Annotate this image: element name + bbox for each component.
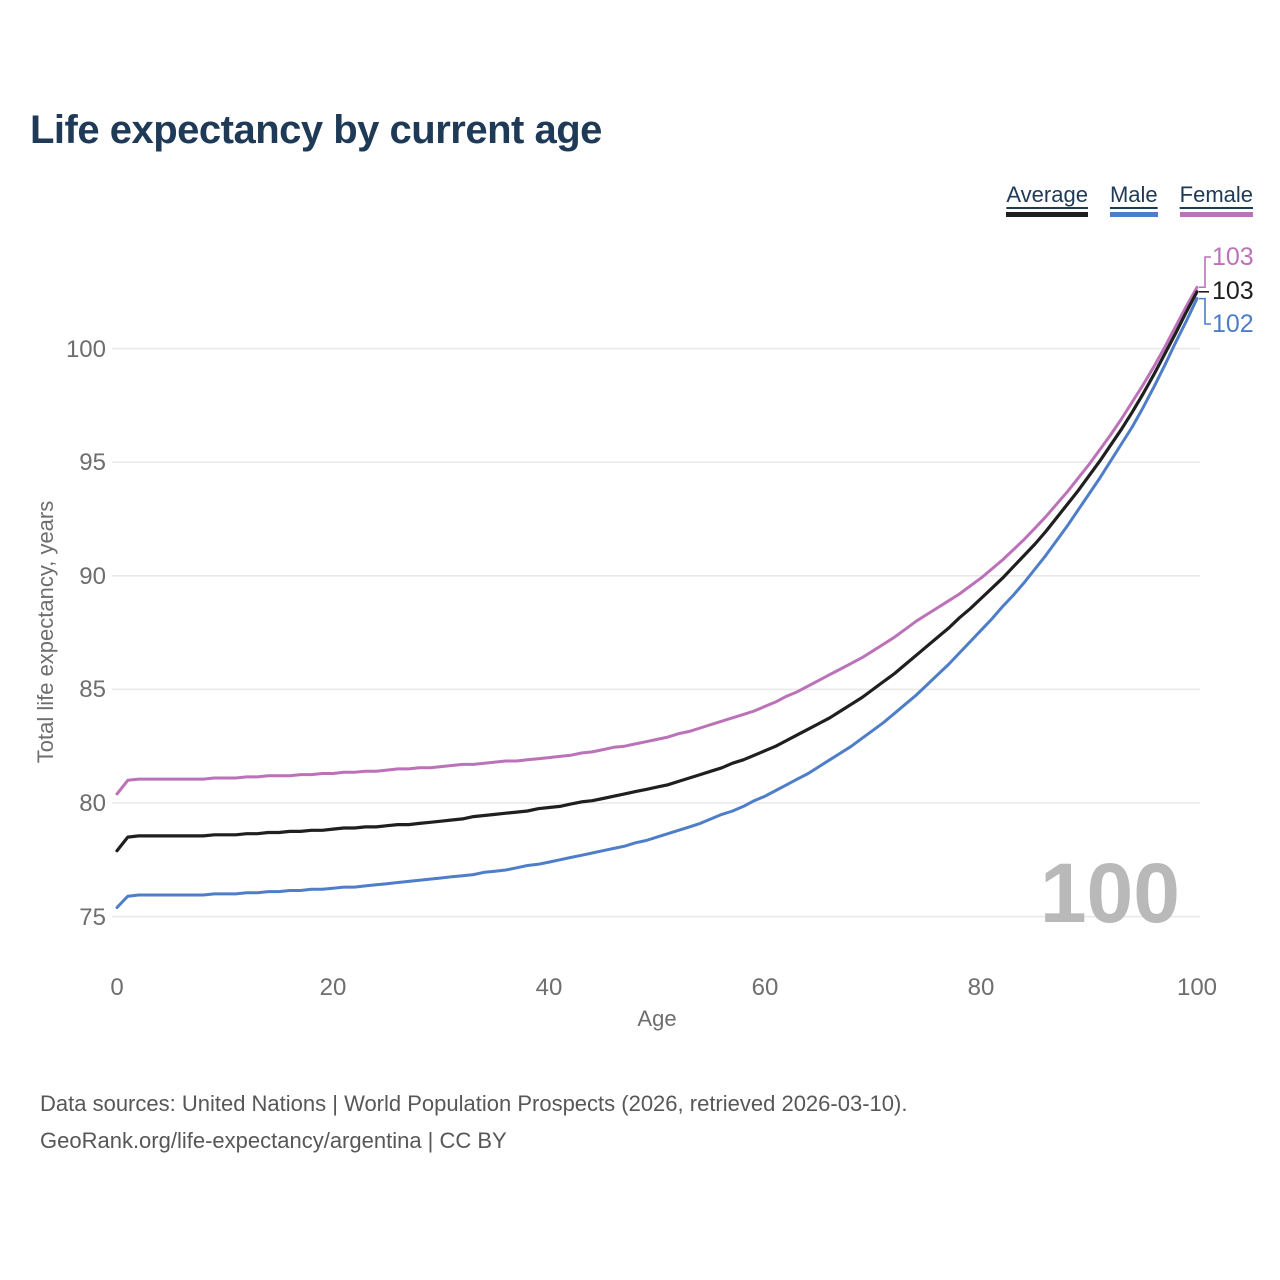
page-title: Life expectancy by current age <box>30 108 602 152</box>
series-line-female[interactable] <box>115 285 1199 796</box>
x-tick-label: 60 <box>751 974 779 1001</box>
series-end-label-average: 103 <box>1212 277 1254 305</box>
y-tick-label: 80 <box>79 790 106 817</box>
end-label-connector <box>1199 256 1211 289</box>
y-tick-label: 75 <box>79 903 106 931</box>
series-line-average[interactable] <box>115 290 1199 853</box>
x-tick-label: 80 <box>967 974 995 1001</box>
y-tick-label: 95 <box>79 449 106 477</box>
series-end-label-male: 102 <box>1212 310 1254 338</box>
footer-sources-line: Data sources: United Nations | World Pop… <box>40 1091 908 1116</box>
legend-item-male[interactable]: Male <box>1109 182 1158 218</box>
legend: Average Male Female <box>1006 182 1253 218</box>
footer: Data sources: United Nations | World Pop… <box>40 1086 907 1159</box>
y-tick-label: 85 <box>79 676 106 704</box>
x-tick-label: 100 <box>1176 974 1218 1001</box>
series-line-male[interactable] <box>115 297 1199 909</box>
x-axis-title: Age <box>637 1006 677 1031</box>
legend-item-average[interactable]: Average <box>1006 182 1088 218</box>
end-label-connector <box>1199 297 1211 325</box>
y-tick-label: 90 <box>79 562 106 590</box>
series-end-label-female: 103 <box>1212 243 1254 271</box>
x-tick-label: 40 <box>535 974 563 1001</box>
age-indicator-watermark: 100 <box>1039 846 1180 940</box>
y-tick-label: 100 <box>65 335 106 363</box>
y-axis-title: Total life expectancy, years <box>33 500 58 764</box>
legend-item-female[interactable]: Female <box>1179 182 1253 218</box>
x-tick-label: 0 <box>110 974 124 1001</box>
footer-attribution-line: GeoRank.org/life-expectancy/argentina | … <box>40 1127 507 1153</box>
x-tick-label: 20 <box>319 974 347 1001</box>
